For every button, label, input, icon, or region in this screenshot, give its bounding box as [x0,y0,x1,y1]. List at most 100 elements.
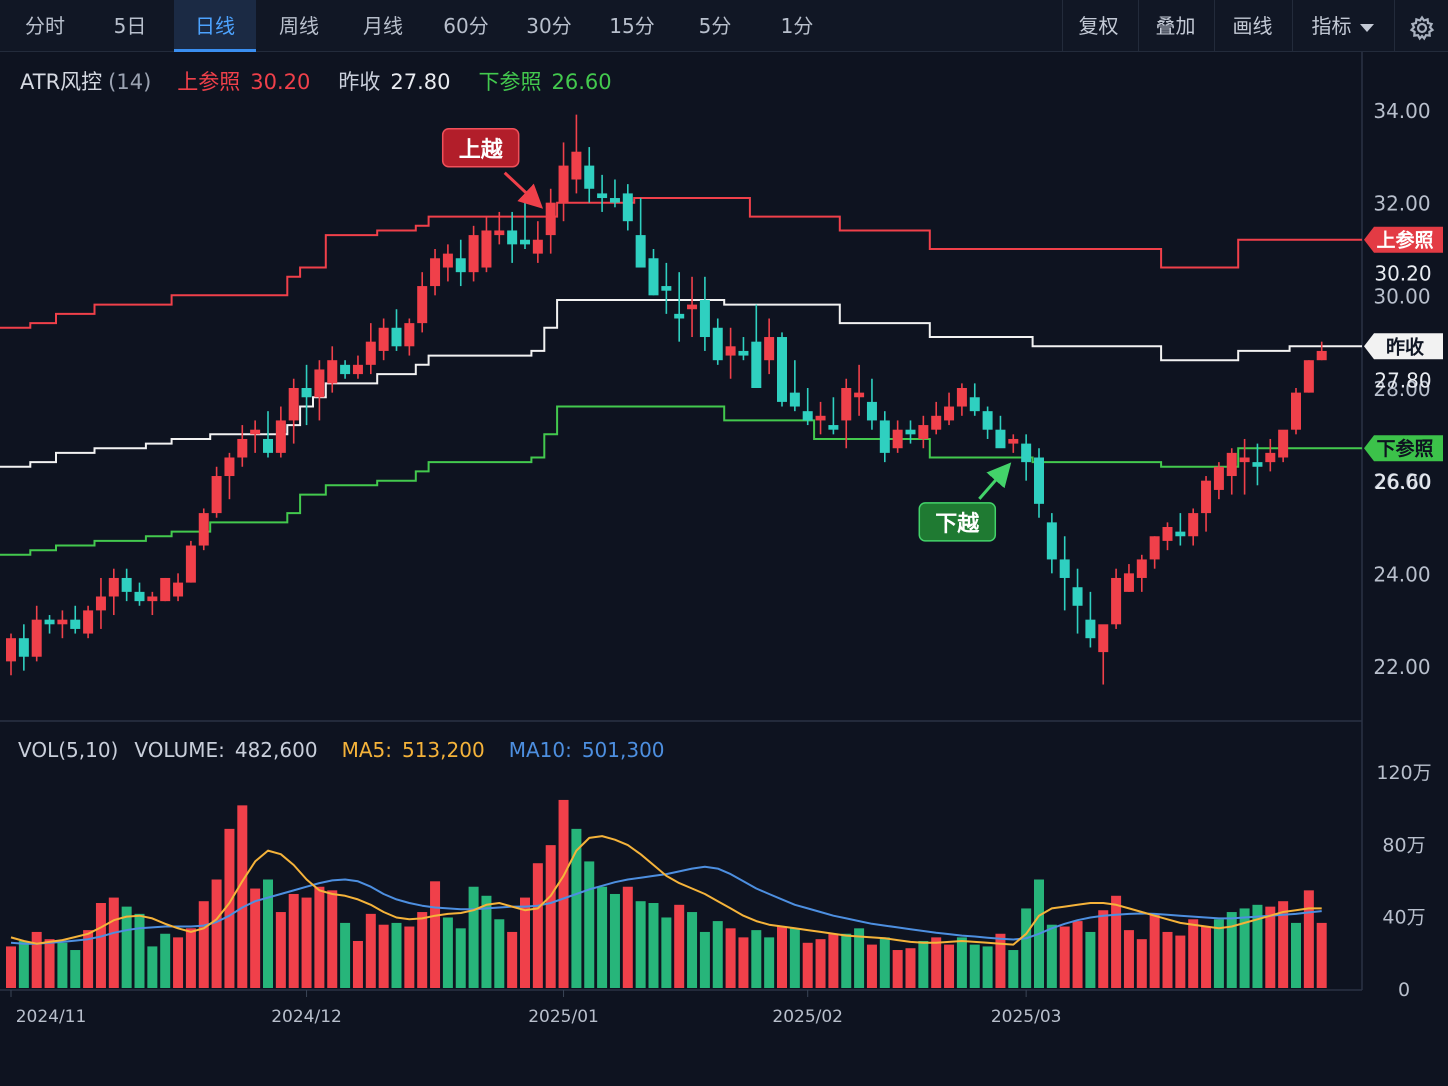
tab-daily[interactable]: 日线 [174,0,256,52]
volume-bar [185,928,196,988]
candle-body [725,346,736,356]
prev-close-badge-label: 昨收 [1386,335,1424,358]
indicator-dropdown-label: 指标 [1311,14,1352,38]
tab-60min[interactable]: 60分 [443,14,489,38]
candle-body [1265,452,1276,463]
ma10-value: 501,300 [581,738,665,762]
volume-bar [83,930,94,988]
candle-body [1008,438,1019,444]
indicator-dropdown[interactable]: 指标 [1292,0,1392,52]
volume-bar [1201,926,1212,988]
candle-body [1021,443,1032,463]
volume-bar [1021,908,1032,988]
fuquan-button[interactable]: 复权 [1062,0,1134,52]
candle-body [160,577,171,602]
volume-bar [956,937,967,988]
candle-body [841,388,852,421]
upper-ref-badge-label: 上参照 [1376,229,1433,252]
volume-bar [365,913,376,988]
time-tick-label: 2024/12 [271,1007,342,1027]
candle-body [1278,429,1289,458]
volume-bar [1008,950,1019,988]
candle-body [520,239,530,245]
upper-ref-label: 上参照 [177,70,241,94]
candle-body [956,388,967,407]
tab-monthly[interactable]: 月线 [363,14,403,38]
candle-body [532,239,543,254]
volume-bar [1034,879,1044,988]
candle-body [173,582,184,597]
candle-body [352,364,363,375]
candle-body [507,230,518,245]
volume-bar [597,886,608,988]
ma5-line [10,835,1322,946]
overlay-button[interactable]: 叠加 [1138,0,1212,52]
candle-body [982,411,993,430]
candle-body [1123,573,1134,592]
candle-body [57,619,68,625]
volume-bar [1046,924,1057,988]
volume-bar [1252,904,1263,988]
prev-close-label: 昨收 [338,70,381,94]
lower-ref-badge-shape [1364,435,1443,462]
prev-close-badge-value: 27.80 [1374,368,1431,392]
tab-fenshi[interactable]: 分时 [25,14,65,38]
upper-ref-badge-shape [1364,226,1443,253]
candle-body [751,341,762,388]
volume-bar [905,948,916,988]
tab-30min[interactable]: 30分 [526,14,572,38]
candle-body [866,401,877,421]
volume-bar [687,912,698,988]
tab-1min[interactable]: 1分 [780,14,814,38]
volume-bar [751,930,762,988]
volume-bar [1098,910,1109,988]
price-tick-label: 28.00 [1373,377,1430,401]
candle-body [879,420,890,453]
volume-bar [31,931,42,988]
volume-bar [250,888,261,988]
candle-body [147,596,158,602]
volume-bar [391,922,402,988]
candle-body [931,415,942,430]
volume-bar [841,933,852,988]
draw-line-button[interactable]: 画线 [1214,0,1290,52]
candle-body [545,202,556,236]
volume-bar [378,924,389,988]
volume-value: 482,600 [234,738,318,762]
candle-body [198,513,209,546]
lower-ref-label: 下参照 [478,70,542,94]
candle-body [263,438,273,453]
settings-button[interactable] [1394,0,1448,52]
candle-body [764,337,775,361]
volume-bar [442,917,453,988]
volume-tick-label: 40万 [1382,907,1425,929]
candle-body [391,327,402,347]
time-tick-label: 2025/03 [991,1007,1062,1027]
candle-body [1149,536,1160,560]
lower-ref-badge-label: 下参照 [1376,437,1433,460]
candle-body [442,253,453,268]
volume-bar [1265,906,1276,988]
volume-bar [609,893,620,988]
candle-body [558,165,569,203]
candle-body [571,151,582,180]
volume-bar [340,922,351,988]
candle-body [327,360,338,384]
volume-bar [969,944,980,988]
volume-bar [430,881,441,988]
candle-body [185,545,196,583]
tab-5day[interactable]: 5日 [113,14,147,38]
time-tick-label: 2025/02 [772,1007,843,1027]
cross-down-arrow [978,462,1012,500]
tab-15min[interactable]: 15分 [609,14,655,38]
candle-body [1085,619,1096,639]
candle-body [944,406,955,421]
candle-body [275,420,286,453]
volume-bar [1059,926,1070,988]
candle-body [802,411,813,421]
upper-ref-value: 30.20 [250,70,311,94]
tab-5min[interactable]: 5分 [698,14,732,38]
volume-bar [854,928,865,988]
volume-bar [661,917,672,988]
tab-weekly[interactable]: 周线 [279,14,319,38]
